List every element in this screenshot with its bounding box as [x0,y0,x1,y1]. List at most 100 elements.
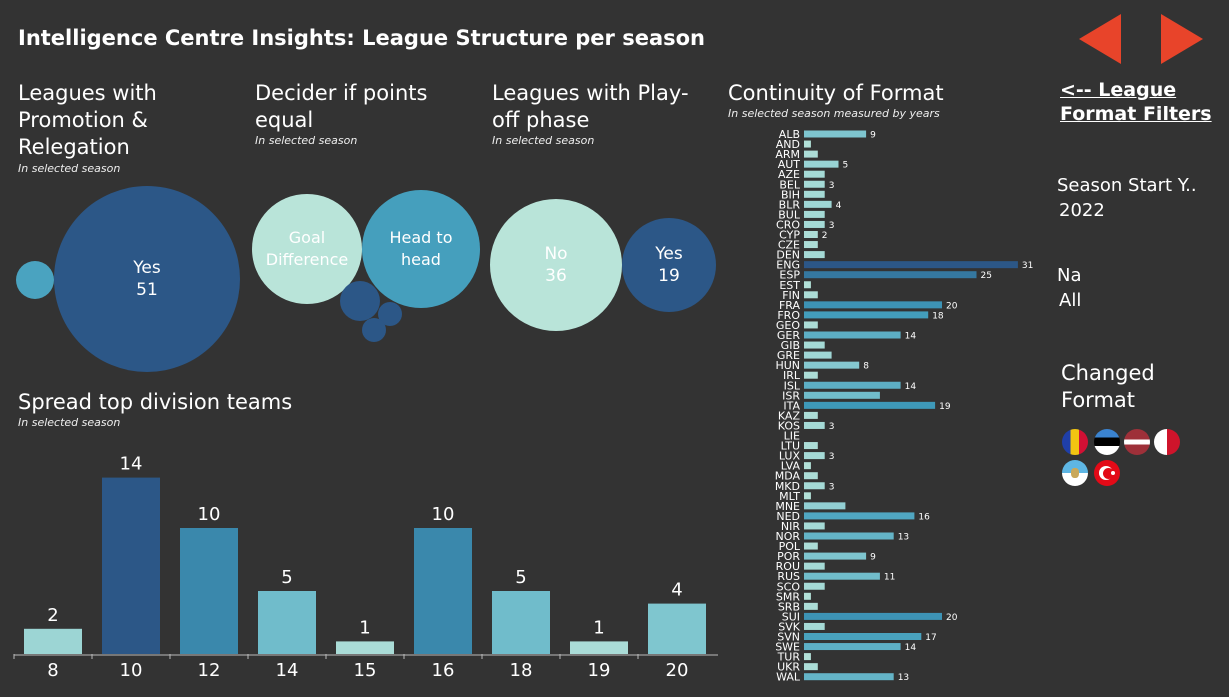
promotion-no-bubble[interactable] [16,261,54,299]
category-label: POR [777,550,800,563]
bar-15 [336,641,394,654]
category-label: ISL [784,379,801,392]
bubble-value: 51 [136,280,158,300]
bar-SCO [804,582,825,590]
category-label: GEO [776,319,800,332]
playoff-no-bubble[interactable]: No 36 [490,199,622,331]
malta-flag-icon[interactable] [1154,429,1180,455]
bar-NED [804,512,915,520]
bubble-label: No [544,244,568,264]
bar-TUR [804,653,811,661]
category-label: ROU [776,560,800,573]
category-label: SVN [777,631,800,644]
bubble-label: Head to head [389,228,453,269]
previous-arrow-button[interactable] [1079,14,1121,64]
bar-MKD [804,482,825,490]
decider-subtitle: In selected season [255,134,358,147]
bubble-label: Yes [133,258,161,278]
bar-20 [648,603,706,654]
data-label: 5 [281,567,292,588]
bubble-value: 19 [658,266,680,286]
na-filter-value: All [1059,290,1082,311]
category-label: LUX [779,450,801,463]
bar-8 [24,628,82,654]
data-label: 9 [870,553,876,563]
bar-SMR [804,592,811,600]
category-label: ESP [779,269,800,282]
data-label: 14 [905,643,917,653]
category-label: BUL [778,208,801,221]
bar-AND [804,140,811,148]
category-label: AUT [778,158,801,171]
data-label: 13 [898,533,909,543]
bar-10 [102,477,160,654]
bar-19 [570,641,628,654]
season-filter[interactable]: Season Start Y.. 2022 [1057,173,1197,223]
bar-AUT [804,160,839,168]
data-label: 3 [829,181,835,191]
data-label: 5 [843,161,849,171]
continuity-heading: Continuity of Format [728,81,944,105]
data-label: 2 [47,605,58,626]
bar-ROU [804,562,825,570]
san-marino-flag-icon[interactable] [1062,460,1088,486]
dashboard-title: Intelligence Centre Insights: League Str… [18,26,705,50]
latvia-flag-icon[interactable] [1124,429,1150,455]
bar-ESP [804,271,977,279]
category-label: AZE [778,168,800,181]
bar-GRE [804,351,832,359]
bar-NOR [804,532,894,540]
estonia-flag-icon[interactable] [1094,429,1120,455]
bubble-label: Yes [655,244,683,264]
league-format-filters-link[interactable]: <-- League Format Filters [1060,79,1212,125]
category-label: FRA [779,299,801,312]
data-label: 19 [939,402,951,412]
data-label: 20 [946,301,958,311]
playoff-yes-bubble[interactable]: Yes 19 [622,218,716,312]
turkey-flag-icon[interactable] [1094,460,1120,486]
bar-BLR [804,200,832,208]
data-label: 3 [829,422,835,432]
andorra-flag-icon[interactable] [1062,429,1088,455]
decider-small-bubble[interactable] [362,318,386,342]
category-label: LTU [781,440,800,453]
bar-FRO [804,311,929,319]
category-label: GER [777,329,800,342]
category-label: DEN [776,249,800,262]
data-label: 3 [829,452,835,462]
goal-difference-bubble[interactable]: Goal Difference [252,194,362,304]
continuity-subtitle: In selected season measured by years [728,107,940,120]
tick-label: 19 [588,660,611,681]
category-label: ALB [779,128,800,141]
decider-small-bubble[interactable] [340,281,380,321]
bar-NIR [804,522,825,530]
data-label: 17 [925,633,936,643]
bar-MNE [804,502,846,510]
playoff-subtitle: In selected season [492,134,595,147]
tick-label: 14 [276,660,299,681]
na-filter[interactable]: Na All [1057,263,1082,313]
data-label: 4 [671,580,682,601]
category-label: POL [779,540,801,553]
data-label: 18 [932,311,944,321]
bar-DEN [804,251,825,259]
head-to-head-bubble[interactable]: Head to head [362,190,480,308]
data-label: 8 [863,362,869,372]
bar-CZE [804,241,818,249]
changed-format-heading: Changed Format [1061,361,1155,412]
bar-POL [804,542,818,550]
bar-BUL [804,210,825,218]
category-label: ISR [782,389,800,402]
tick-label: 10 [120,660,143,681]
data-label: 14 [120,454,143,475]
bubble-label: Goal Difference [265,228,349,269]
category-label: GRE [777,349,800,362]
category-label: ARM [775,148,800,161]
bar-ENG [804,261,1018,269]
category-label: SRB [778,600,800,613]
tick-label: 20 [666,660,689,681]
next-arrow-button[interactable] [1161,14,1203,64]
bar-BIH [804,190,825,198]
promotion-yes-bubble[interactable]: Yes 51 [54,186,240,372]
data-label: 2 [822,231,828,241]
